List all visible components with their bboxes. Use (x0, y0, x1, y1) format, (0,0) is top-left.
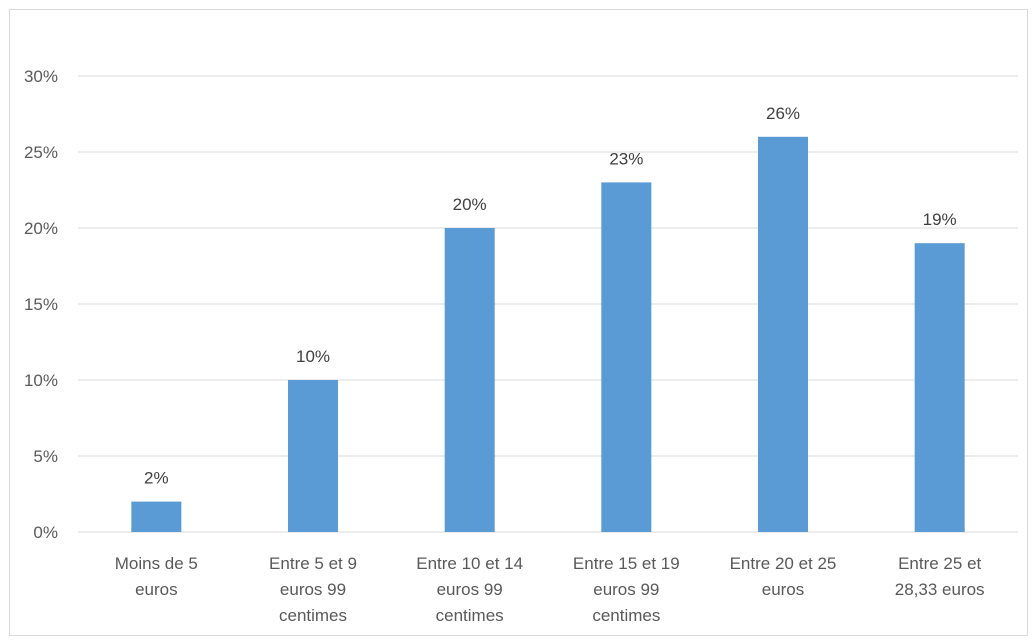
category-label: Moins de 5 euros (115, 554, 198, 599)
bar (444, 228, 495, 532)
data-labels: 2% 10% 20% 23% 26% 19% (144, 104, 957, 488)
category-label-line: 28,33 euros (895, 580, 985, 599)
category-label-line: euros (762, 580, 805, 599)
category-label-line: Moins de 5 (115, 554, 198, 573)
category-label-line: centimes (592, 606, 660, 625)
y-tick-label: 15% (24, 295, 58, 314)
data-label: 23% (609, 149, 643, 168)
y-tick-label: 20% (24, 219, 58, 238)
data-label: 10% (296, 347, 330, 366)
y-axis-ticks: 0% 5% 10% 15% 20% 25% 30% (24, 67, 58, 542)
category-label: Entre 10 et 14 euros 99 centimes (416, 554, 523, 625)
y-tick-label: 0% (33, 523, 58, 542)
data-label: 20% (453, 195, 487, 214)
bar (131, 501, 182, 532)
category-label: Entre 25 et 28,33 euros (895, 554, 985, 599)
bar (601, 182, 652, 532)
data-label: 26% (766, 104, 800, 123)
category-label-line: Entre 5 et 9 (269, 554, 357, 573)
bar (914, 243, 965, 532)
category-label: Entre 5 et 9 euros 99 centimes (269, 554, 357, 625)
category-label: Entre 20 et 25 euros (730, 554, 837, 599)
bars (131, 136, 965, 533)
category-label-line: centimes (436, 606, 504, 625)
category-label-line: euros 99 (593, 580, 659, 599)
category-label-line: Entre 15 et 19 (573, 554, 680, 573)
category-label: Entre 15 et 19 euros 99 centimes (573, 554, 680, 625)
grid-lines (78, 75, 1018, 533)
bar (288, 380, 338, 532)
category-labels: Moins de 5 euros Entre 5 et 9 euros 99 centi… (115, 554, 985, 625)
category-label-line: euros 99 (437, 580, 503, 599)
y-tick-label: 5% (33, 447, 58, 466)
category-label-line: Entre 25 et (898, 554, 981, 573)
category-label-line: Entre 20 et 25 (730, 554, 837, 573)
category-label-line: euros 99 (280, 580, 346, 599)
data-label: 2% (144, 469, 169, 488)
y-tick-label: 10% (24, 371, 58, 390)
category-label-line: euros (135, 580, 178, 599)
y-tick-label: 30% (24, 67, 58, 86)
category-label-line: Entre 10 et 14 (416, 554, 523, 573)
data-label: 19% (923, 210, 957, 229)
bar (758, 136, 808, 533)
y-tick-label: 25% (24, 143, 58, 162)
category-label-line: centimes (279, 606, 347, 625)
